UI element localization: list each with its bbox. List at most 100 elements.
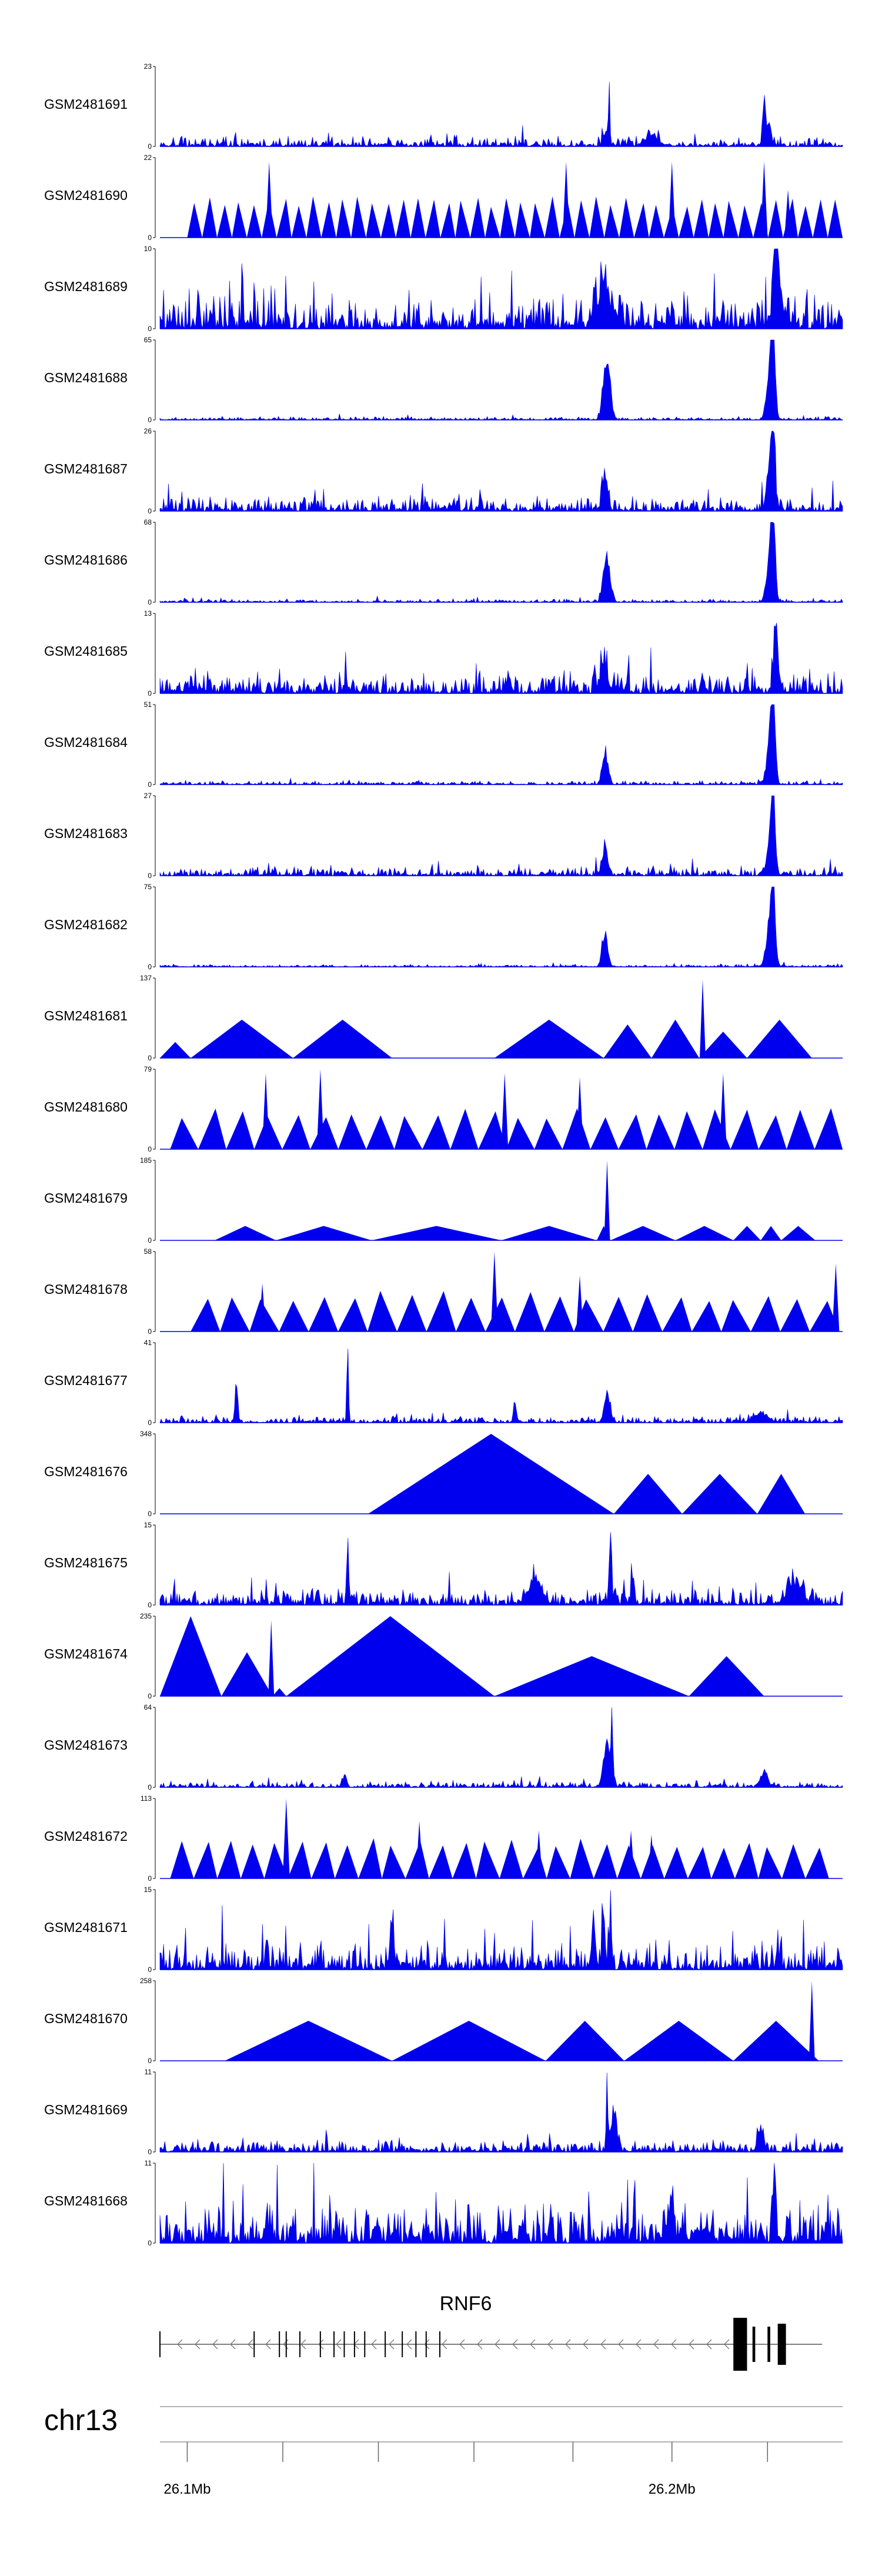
signal-peak: [246, 205, 262, 238]
strand-arrow: [565, 2339, 571, 2350]
signal-peak: [786, 1110, 815, 1149]
signal-peak: [546, 1846, 570, 1878]
y-axis-zero-label: 0: [148, 872, 152, 880]
signal-area: [159, 886, 843, 967]
signal-peak: [456, 1297, 486, 1332]
track-GSM2481685: GSM2481685 13 0: [44, 609, 843, 698]
y-axis-zero-label: 0: [148, 1966, 152, 1974]
y-axis-zero-label: 0: [148, 1145, 152, 1153]
signal-spike: [416, 1821, 423, 1878]
gene-exon-block: [767, 2327, 770, 2362]
y-axis-zero-label: 0: [148, 1874, 152, 1883]
signal-peak: [272, 1688, 286, 1696]
track-label: GSM2481669: [44, 2102, 128, 2117]
signal-peak: [810, 1301, 840, 1332]
track-GSM2481686: GSM2481686 68 0: [44, 518, 843, 606]
signal-peak: [649, 205, 664, 238]
track-GSM2481678: GSM2481678 58 0: [44, 1247, 843, 1336]
signal-peak: [426, 1291, 456, 1332]
y-axis-zero-label: 0: [148, 1510, 152, 1518]
signal-peak: [217, 205, 232, 238]
signal-peak: [662, 1297, 692, 1332]
track-GSM2481668: GSM2481668 11 0: [44, 2159, 843, 2247]
y-axis-zero-label: 0: [148, 1601, 152, 1609]
signal-peak: [225, 2021, 392, 2061]
y-axis-max-label: 258: [140, 1977, 152, 1985]
strand-arrow: [459, 2339, 465, 2350]
signal-peak: [562, 1108, 591, 1149]
signal-peak: [610, 1226, 676, 1240]
y-axis-max-label: 15: [144, 1521, 152, 1529]
track-label: GSM2481670: [44, 2011, 128, 2026]
signal-peak: [589, 196, 604, 238]
strand-arrow: [318, 2339, 324, 2350]
strand-arrow: [671, 2339, 677, 2350]
signal-peak: [711, 1847, 735, 1878]
strand-arrow: [371, 2339, 377, 2350]
signal-peak: [220, 1297, 250, 1332]
signal-peak: [366, 1115, 395, 1149]
signal-area: [159, 2073, 843, 2153]
track-GSM2481679: GSM2481679 185 0: [44, 1156, 843, 1244]
signal-peak: [499, 1840, 523, 1878]
strand-arrow: [583, 2339, 589, 2350]
y-axis-zero-label: 0: [148, 1419, 152, 1427]
signal-peak: [805, 1847, 829, 1878]
signal-peak: [288, 1841, 312, 1878]
y-axis-zero-label: 0: [148, 507, 152, 515]
track-GSM2481684: GSM2481684 51 0: [44, 700, 843, 789]
strand-arrow: [530, 2339, 536, 2350]
strand-arrow: [512, 2339, 518, 2350]
signal-peak: [382, 1845, 406, 1878]
signal-peak: [478, 1111, 507, 1149]
track-label: GSM2481675: [44, 1555, 128, 1570]
signal-area: [159, 431, 843, 512]
signal-peak: [603, 1024, 652, 1058]
signal-peak: [691, 1301, 721, 1332]
signal-area: [159, 1532, 843, 1606]
signal-peak: [545, 2021, 624, 2061]
strand-arrow: [406, 2339, 412, 2350]
signal-area: [159, 622, 843, 694]
signal-peak: [709, 203, 724, 238]
signal-peak: [425, 199, 441, 238]
signal-peak: [276, 199, 292, 238]
gene-exon-block: [777, 2324, 786, 2365]
y-axis-zero-label: 0: [148, 2057, 152, 2065]
track-label: GSM2481679: [44, 1190, 128, 1206]
track-label: GSM2481677: [44, 1373, 128, 1388]
strand-arrow: [636, 2339, 642, 2350]
strand-arrow: [618, 2339, 624, 2350]
signal-peak: [534, 1118, 563, 1149]
strand-arrow: [195, 2339, 201, 2350]
signal-peak: [485, 1297, 515, 1332]
signal-peak: [689, 1656, 764, 1696]
signal-peak: [336, 199, 352, 238]
axis-tick-label: 26.1Mb: [163, 2481, 211, 2497]
strand-arrow: [495, 2339, 500, 2350]
track-GSM2481682: GSM2481682 75 0: [44, 883, 843, 971]
signal-peak: [366, 203, 381, 238]
signal-peak: [291, 205, 307, 238]
signal-peak: [221, 1652, 273, 1696]
signal-spike: [760, 161, 768, 238]
signal-peak: [193, 1841, 218, 1878]
track-label: GSM2481671: [44, 1920, 128, 1935]
signal-peak: [593, 1844, 617, 1878]
signal-peak: [394, 1116, 423, 1149]
axis-tick-label: 26.2Mb: [649, 2481, 696, 2497]
y-axis-zero-label: 0: [148, 325, 152, 333]
y-axis-max-label: 348: [140, 1430, 152, 1438]
signal-peak: [619, 198, 634, 238]
signal-peak: [758, 1847, 782, 1878]
track-label: GSM2481682: [44, 917, 128, 932]
gene-exon-block: [752, 2327, 756, 2362]
strand-arrow: [653, 2339, 659, 2350]
signal-peak: [202, 197, 218, 238]
signal-peak: [321, 202, 336, 238]
signal-area: [159, 2163, 843, 2244]
signal-peak: [634, 203, 649, 238]
signal-peak: [664, 1847, 688, 1878]
track-GSM2481689: GSM2481689 10 0: [44, 245, 843, 333]
y-axis-max-label: 27: [144, 792, 152, 800]
